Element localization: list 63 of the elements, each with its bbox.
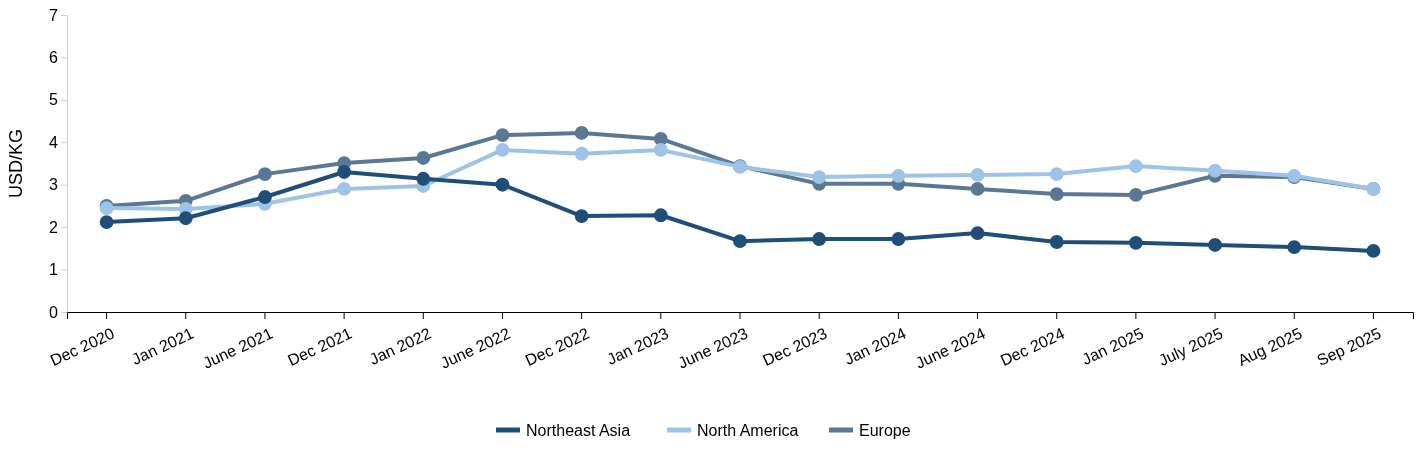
point — [1049, 235, 1064, 249]
point — [1128, 159, 1143, 173]
point — [1049, 187, 1064, 201]
legend-label: Northeast Asia — [526, 422, 631, 439]
point — [1128, 188, 1143, 202]
y-tick-label: 2 — [49, 218, 59, 236]
point — [1287, 240, 1302, 254]
x-tick-label: Dec 2021 — [285, 324, 355, 370]
point — [416, 151, 431, 165]
point — [891, 168, 906, 183]
y-tick-label: 4 — [49, 133, 59, 151]
x-tick-label: Jan 2024 — [841, 324, 909, 368]
y-tick-label: 5 — [49, 91, 59, 109]
x-tick-label: June 2023 — [675, 324, 751, 372]
point — [178, 211, 193, 226]
x-tick-label: Jan 2021 — [129, 324, 197, 368]
x-tick-label: Dec 2020 — [47, 324, 117, 370]
x-tick-label: June 2021 — [200, 324, 276, 372]
y-tick-label: 1 — [49, 261, 59, 279]
x-tick-label: Jan 2022 — [366, 324, 434, 368]
y-tick-label: 7 — [49, 6, 59, 24]
point — [574, 146, 589, 161]
x-tick-label: Dec 2024 — [997, 324, 1068, 370]
point — [495, 177, 510, 192]
point — [574, 209, 589, 224]
x-tick-label: Aug 2025 — [1235, 324, 1305, 370]
point — [574, 126, 589, 140]
point — [970, 226, 985, 240]
point — [1208, 163, 1222, 178]
point — [495, 128, 510, 142]
point — [653, 143, 668, 157]
x-tick-label: Sep 2025 — [1314, 324, 1384, 370]
x-tick-label: Dec 2022 — [522, 324, 593, 370]
point — [812, 170, 827, 184]
point — [812, 232, 827, 246]
point — [891, 232, 906, 246]
point — [970, 182, 985, 196]
point — [337, 165, 352, 179]
x-tick-label: June 2024 — [912, 324, 988, 372]
y-tick-label: 3 — [49, 176, 59, 194]
x-tick-label: Dec 2023 — [760, 324, 830, 370]
point — [258, 167, 272, 181]
point — [1128, 235, 1143, 250]
legend-label: Europe — [859, 422, 911, 439]
point — [337, 182, 352, 196]
point — [1049, 167, 1064, 181]
point — [495, 143, 510, 157]
point — [1366, 244, 1381, 258]
point — [733, 234, 747, 249]
legend-label: North America — [697, 422, 799, 439]
y-axis-title: USD/KG — [6, 128, 26, 199]
x-tick-label: Jan 2025 — [1079, 324, 1147, 368]
point — [1208, 238, 1222, 252]
point — [653, 208, 668, 223]
y-tick-label: 6 — [49, 49, 59, 67]
point — [416, 171, 431, 186]
point — [258, 190, 272, 204]
point — [99, 215, 114, 229]
x-tick-label: Jan 2023 — [604, 324, 672, 368]
x-tick-label: June 2022 — [437, 324, 513, 372]
y-tick-label: 0 — [49, 303, 59, 321]
x-tick-label: July 2025 — [1156, 324, 1226, 370]
point — [970, 168, 985, 182]
